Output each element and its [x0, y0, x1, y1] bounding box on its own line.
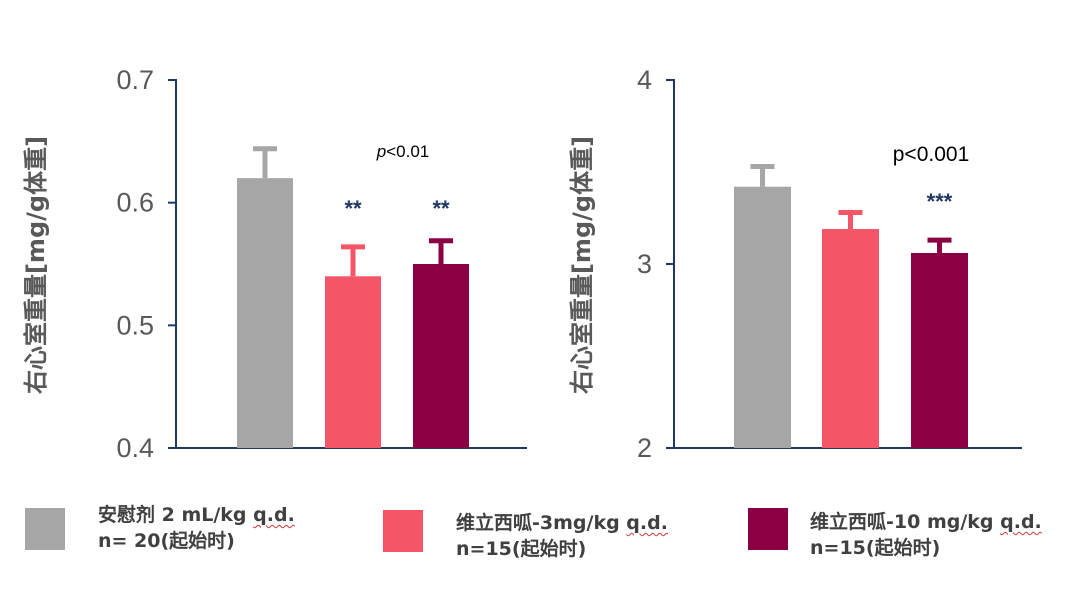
legend-count-3mg: n=15(起始时) [456, 538, 587, 560]
bar [413, 264, 469, 448]
bar [325, 276, 381, 448]
legend-name-10mg: 维立西呱-10 mg/kg [810, 511, 1001, 533]
legend-name-3mg: 维立西呱-3mg/kg [456, 512, 627, 534]
significance-label: ** [432, 196, 450, 221]
bar [911, 252, 968, 448]
y-axis-label: 右心室重量[mg/g体重] [22, 136, 50, 394]
y-tick-label: 0.5 [116, 310, 154, 340]
y-axis-label: 右心室重量[mg/g体重] [568, 136, 596, 394]
legend-count-placebo: n= 20(起始时) [98, 530, 235, 552]
bar [822, 229, 879, 448]
legend-count-10mg: n=15(起始时) [810, 537, 941, 559]
legend-dose-10mg: q.d. [1000, 511, 1042, 533]
y-tick-label: 0.6 [116, 188, 154, 218]
p-value-annotation: p<0.01 [376, 142, 429, 161]
legend-swatch-3mg [383, 510, 423, 552]
bar [734, 186, 791, 448]
bar-charts: 0.4 0.5 0.6 0.7 右心室重量[mg/g体重] ** ** p<0.01 2 3 4 右心… [22, 65, 1022, 463]
p-value-text: <0.01 [386, 142, 429, 161]
legend-dose-placebo: q.d. [253, 504, 295, 526]
legend-label-10mg: 维立西呱-10 mg/kg q.d. n=15(起始时) [810, 509, 1042, 561]
legend-name-placebo: 安慰剂 2 mL/kg [98, 504, 254, 526]
p-value-annotation: p<0.001 [893, 143, 970, 166]
legend-dose-3mg: q.d. [626, 512, 668, 534]
significance-label: *** [927, 189, 953, 214]
y-tick-label: 0.4 [116, 433, 154, 463]
legend-label-placebo: 安慰剂 2 mL/kg q.d. n= 20(起始时) [98, 502, 295, 554]
legend-swatch-placebo [25, 508, 65, 550]
bar [237, 178, 293, 448]
y-tick-label: 2 [637, 433, 652, 463]
legend-label-3mg: 维立西呱-3mg/kg q.d. n=15(起始时) [456, 510, 668, 562]
y-tick-label: 3 [637, 249, 652, 279]
p-value-italic: p [376, 142, 386, 161]
y-tick-label: 4 [637, 65, 652, 95]
significance-label: ** [344, 196, 362, 221]
p-value-text: p<0.001 [893, 143, 970, 166]
y-tick-label: 0.7 [116, 65, 154, 95]
legend-swatch-10mg [748, 508, 788, 550]
